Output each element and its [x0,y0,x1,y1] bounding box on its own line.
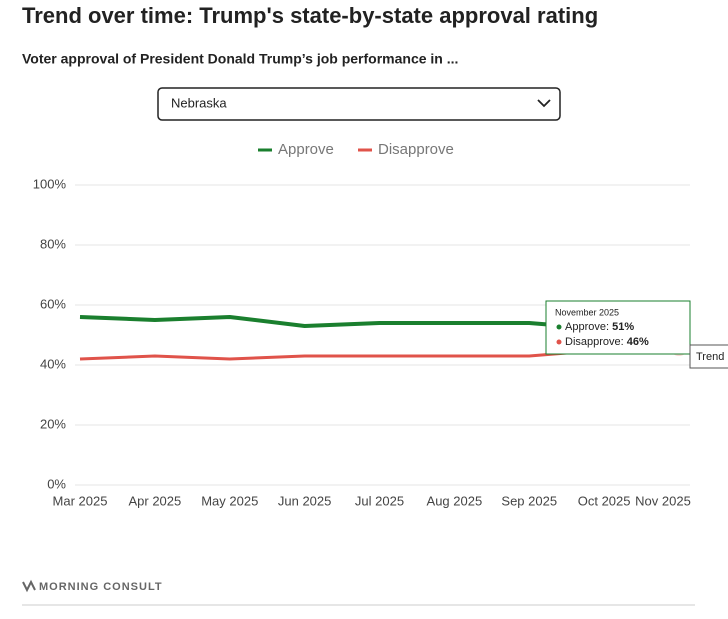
tooltip-title: November 2025 [555,307,619,317]
x-tick-label: Nov 2025 [635,493,691,508]
x-tick-label: Oct 2025 [578,493,631,508]
tooltip-box [545,300,691,355]
legend-label: Approve [278,141,334,158]
y-tick-label: 60% [40,296,66,311]
trend-label: Trend [696,351,724,363]
chart-title: Trend over time: Trump's state-by-state … [22,3,598,28]
x-tick-label: Jun 2025 [278,493,332,508]
chart-subtitle: Voter approval of President Donald Trump… [22,51,458,67]
y-tick-label: 0% [47,476,66,491]
tooltip-item: Approve: 51% [565,321,634,333]
tooltip-label: Approve: [565,321,609,333]
x-tick-label: Apr 2025 [128,493,181,508]
tooltip-value: 51% [612,321,634,333]
trend-box [689,344,728,369]
y-tick-label: 100% [33,176,67,191]
tooltip-value: 46% [627,336,649,348]
x-tick-label: Aug 2025 [427,493,483,508]
x-tick-label: Mar 2025 [53,493,108,508]
tooltip-item: Disapprove: 46% [565,336,649,348]
tooltip-dot [556,339,562,345]
x-tick-label: Jul 2025 [355,493,404,508]
source-logo: MORNING CONSULT [39,581,163,593]
dropdown[interactable]: Nebraska [157,87,561,121]
x-tick-label: May 2025 [201,493,258,508]
logo-mark [22,579,36,593]
dropdown-arrow[interactable] [537,99,551,108]
y-tick-label: 40% [40,356,66,371]
y-tick-label: 80% [40,236,66,251]
dropdown-box[interactable] [157,87,561,121]
dropdown-value[interactable]: Nebraska [171,95,227,110]
tooltip-label: Disapprove: [565,336,624,348]
y-tick-label: 20% [40,416,66,431]
legend-label: Disapprove [378,141,454,158]
x-tick-label: Sep 2025 [501,493,557,508]
tooltip-dot [556,324,562,330]
